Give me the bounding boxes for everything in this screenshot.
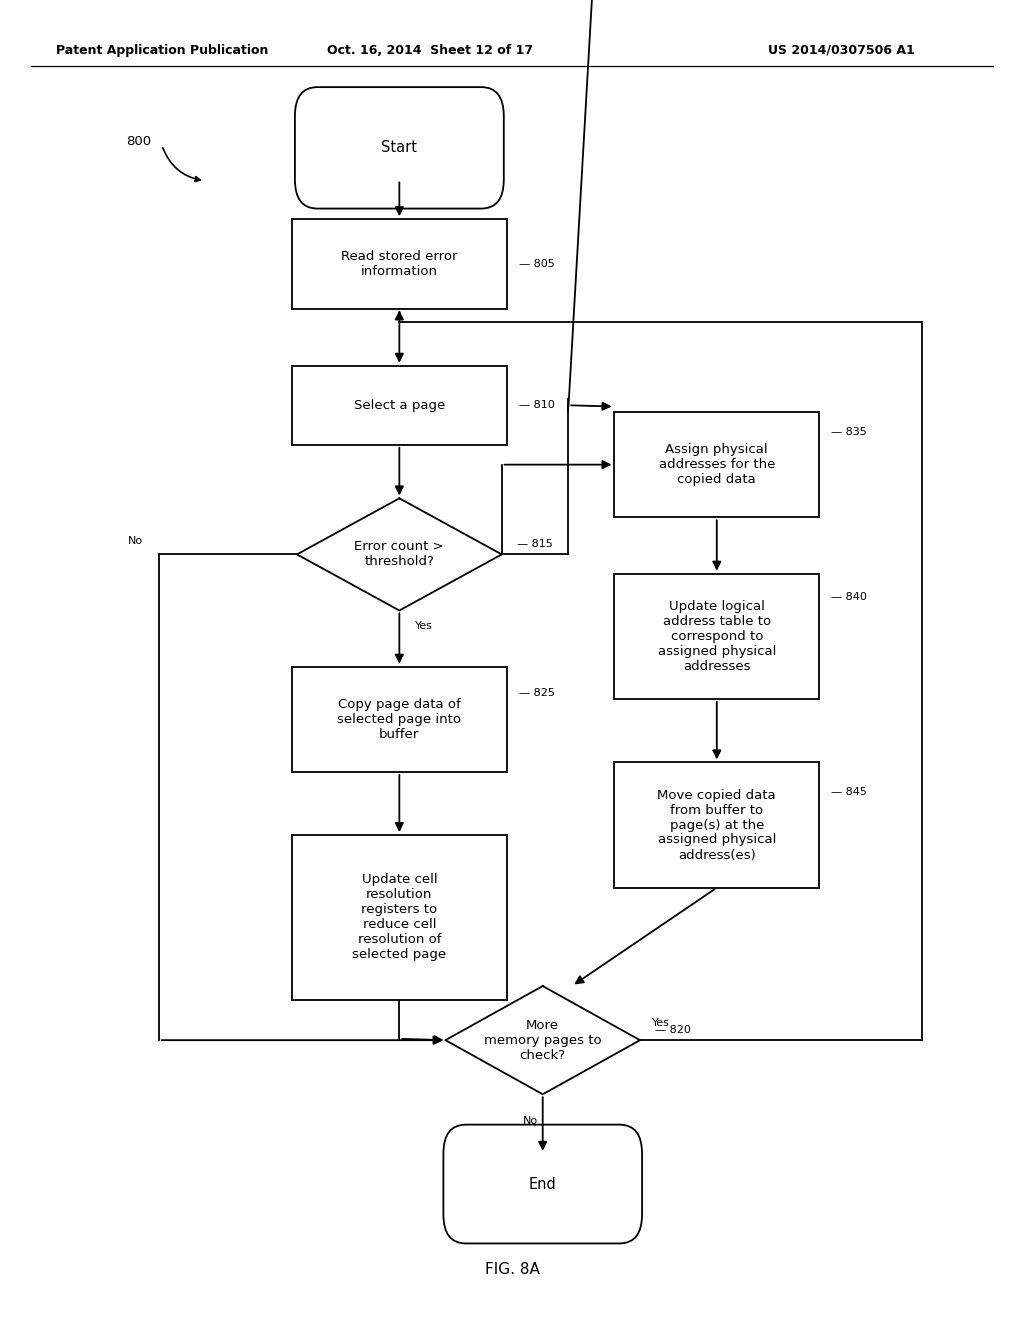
Bar <box>292 366 507 445</box>
Text: — 840: — 840 <box>831 591 867 602</box>
Text: End: End <box>528 1176 557 1192</box>
Bar <box>614 763 819 887</box>
Polygon shape <box>445 986 640 1094</box>
Text: US 2014/0307506 A1: US 2014/0307506 A1 <box>768 44 914 57</box>
Text: Assign physical
addresses for the
copied data: Assign physical addresses for the copied… <box>658 444 775 486</box>
FancyBboxPatch shape <box>443 1125 642 1243</box>
Text: — 810: — 810 <box>519 400 555 411</box>
Text: Read stored error
information: Read stored error information <box>341 249 458 279</box>
Text: Patent Application Publication: Patent Application Publication <box>56 44 268 57</box>
Text: Error count >
threshold?: Error count > threshold? <box>354 540 444 569</box>
Polygon shape <box>297 499 502 610</box>
Text: Move copied data
from buffer to
page(s) at the
assigned physical
address(es): Move copied data from buffer to page(s) … <box>657 788 776 862</box>
Text: — 815: — 815 <box>517 539 553 549</box>
Text: More
memory pages to
check?: More memory pages to check? <box>484 1019 601 1061</box>
Text: Oct. 16, 2014  Sheet 12 of 17: Oct. 16, 2014 Sheet 12 of 17 <box>327 44 534 57</box>
Bar <box>292 667 507 772</box>
Text: — 835: — 835 <box>831 426 867 437</box>
Text: — 805: — 805 <box>519 259 555 269</box>
Text: No: No <box>523 1115 538 1126</box>
Text: — 845: — 845 <box>831 787 867 797</box>
Text: — 825: — 825 <box>519 688 555 698</box>
Bar <box>614 573 819 700</box>
Bar <box>292 836 507 1001</box>
Bar <box>292 219 507 309</box>
Text: 800: 800 <box>126 135 152 148</box>
Bar <box>614 412 819 517</box>
FancyBboxPatch shape <box>295 87 504 209</box>
Text: No: No <box>128 536 143 546</box>
Text: Copy page data of
selected page into
buffer: Copy page data of selected page into buf… <box>337 698 462 741</box>
Text: Update logical
address table to
correspond to
assigned physical
addresses: Update logical address table to correspo… <box>657 599 776 673</box>
Text: FIG. 8A: FIG. 8A <box>484 1262 540 1278</box>
Text: Yes: Yes <box>415 622 432 631</box>
Text: — 820: — 820 <box>655 1024 691 1035</box>
Text: Start: Start <box>381 140 418 156</box>
Text: Yes: Yes <box>652 1018 670 1028</box>
Text: Select a page: Select a page <box>353 399 445 412</box>
Text: Update cell
resolution
registers to
reduce cell
resolution of
selected page: Update cell resolution registers to redu… <box>352 874 446 961</box>
